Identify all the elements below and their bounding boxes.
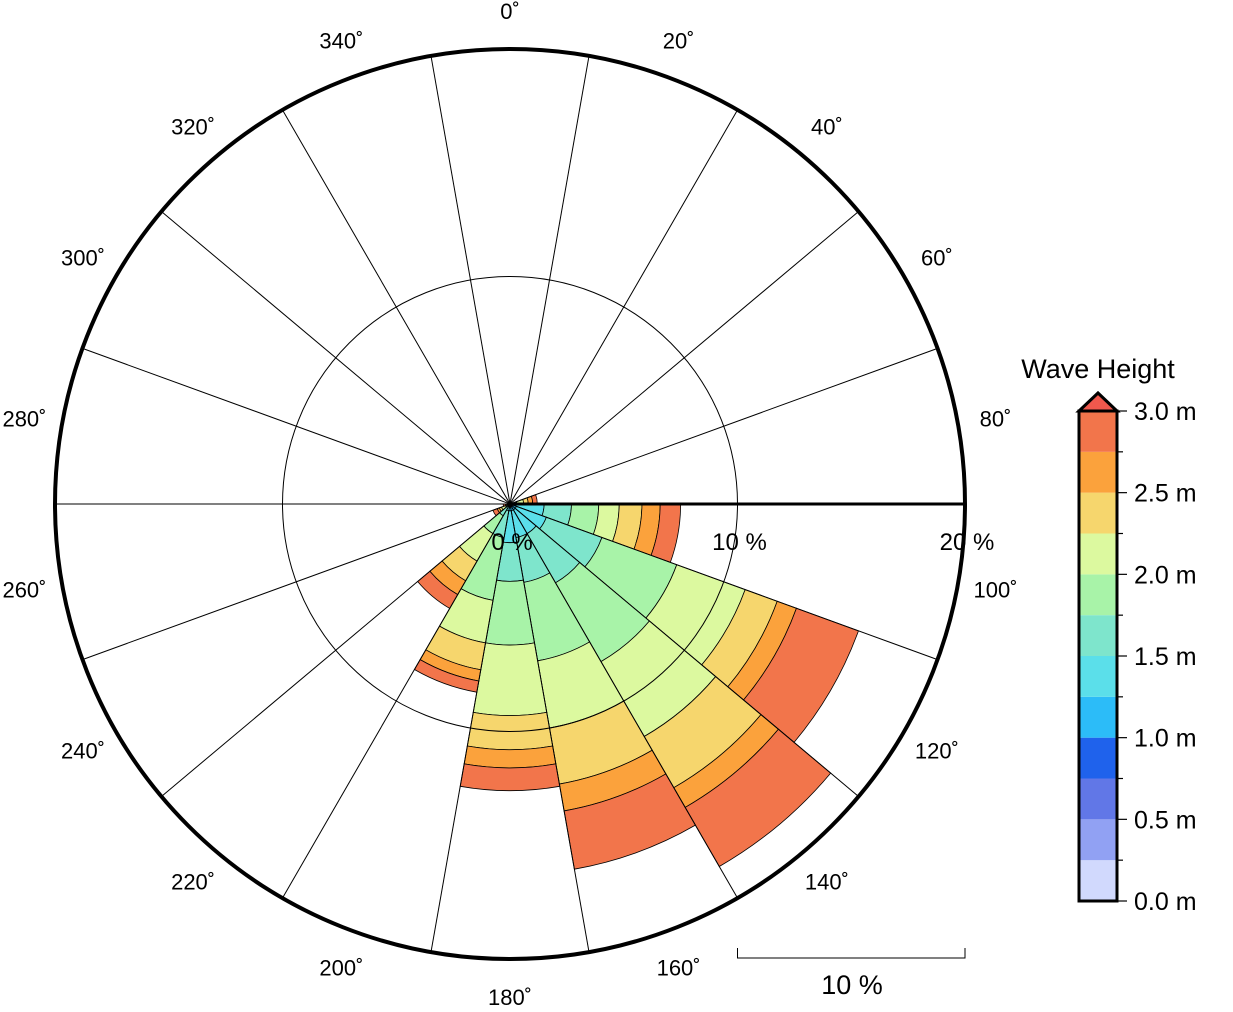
legend-tick-label-3: 1.5 m — [1134, 643, 1197, 671]
angle-label-100: 100˚ — [973, 578, 1017, 603]
angle-label-340: 340˚ — [319, 29, 363, 54]
sector-160 — [509, 503, 696, 870]
colorbar-legend: Wave Height 0.0 m 0.5 m 1.0 m 1.5 m 2.0 m 2.5… — [1021, 354, 1196, 916]
angle-label-0: 0˚ — [500, 0, 520, 24]
angle-label-300: 300˚ — [61, 246, 105, 271]
sector-180 — [459, 503, 561, 792]
legend-swatch-4 — [1079, 696, 1117, 738]
legend-swatch-2 — [1079, 778, 1117, 820]
legend-tick-label-2: 1.0 m — [1134, 725, 1197, 753]
legend-swatch-0 — [1079, 860, 1117, 901]
angle-label-120: 120˚ — [915, 739, 959, 764]
legend-swatch-11 — [1079, 411, 1117, 452]
angle-label-160: 160˚ — [657, 955, 701, 980]
sector-100 — [509, 503, 682, 563]
legend-swatch-8 — [1079, 533, 1117, 575]
legend-title: Wave Height — [1021, 354, 1175, 384]
angle-label-80: 80˚ — [980, 406, 1012, 431]
labels-layer: 0˚ 20˚ 40˚ 60˚ 80˚ 100˚ 120˚ 140˚ 160˚ 180˚ 200˚ 22… — [2, 0, 1017, 1010]
legend-swatch-9 — [1079, 492, 1117, 534]
legend-swatch-6 — [1079, 615, 1117, 656]
angle-label-320: 320˚ — [171, 114, 215, 139]
scale-bar: 10 % — [737, 948, 966, 1000]
legend-swatch-3 — [1079, 737, 1117, 779]
legend-tick-label-6: 3.0 m — [1134, 398, 1197, 426]
angle-label-180: 180˚ — [488, 985, 532, 1010]
angle-label-40: 40˚ — [811, 114, 843, 139]
legend-swatch-7 — [1079, 574, 1117, 616]
angle-label-260: 260˚ — [2, 578, 46, 603]
sector-120 — [509, 503, 859, 743]
legend-tick-label-1: 0.5 m — [1134, 806, 1197, 834]
legend-swatch-5 — [1079, 656, 1117, 697]
angle-label-280: 280˚ — [2, 406, 46, 431]
grid-layer — [53, 47, 967, 961]
radial-label-10: 10 % — [712, 529, 767, 556]
sector-200 — [413, 503, 511, 693]
scale-bar-line — [737, 948, 966, 959]
legend-over-triangle — [1075, 390, 1121, 413]
angle-label-200: 200˚ — [319, 955, 363, 980]
angle-label-20: 20˚ — [663, 29, 695, 54]
sectors-layer — [413, 494, 859, 870]
sector-180-bin-8 — [472, 642, 548, 716]
radial-label-20: 20 % — [940, 529, 995, 556]
angle-label-220: 220˚ — [171, 870, 215, 895]
angle-label-240: 240˚ — [61, 739, 105, 764]
angle-label-60: 60˚ — [921, 246, 953, 271]
legend-tick-label-0: 0.0 m — [1134, 888, 1197, 916]
sector-180-bin-11 — [459, 763, 561, 792]
scale-bar-label: 10 % — [821, 970, 883, 1000]
radial-label-0: 0 % — [491, 529, 532, 556]
outer-circle — [53, 47, 967, 961]
legend-swatch-10 — [1079, 451, 1117, 493]
legend-tick-label-4: 2.0 m — [1134, 561, 1197, 589]
legend-swatch-1 — [1079, 819, 1117, 861]
angle-label-140: 140˚ — [805, 870, 849, 895]
legend-tick-label-5: 2.5 m — [1134, 480, 1197, 508]
